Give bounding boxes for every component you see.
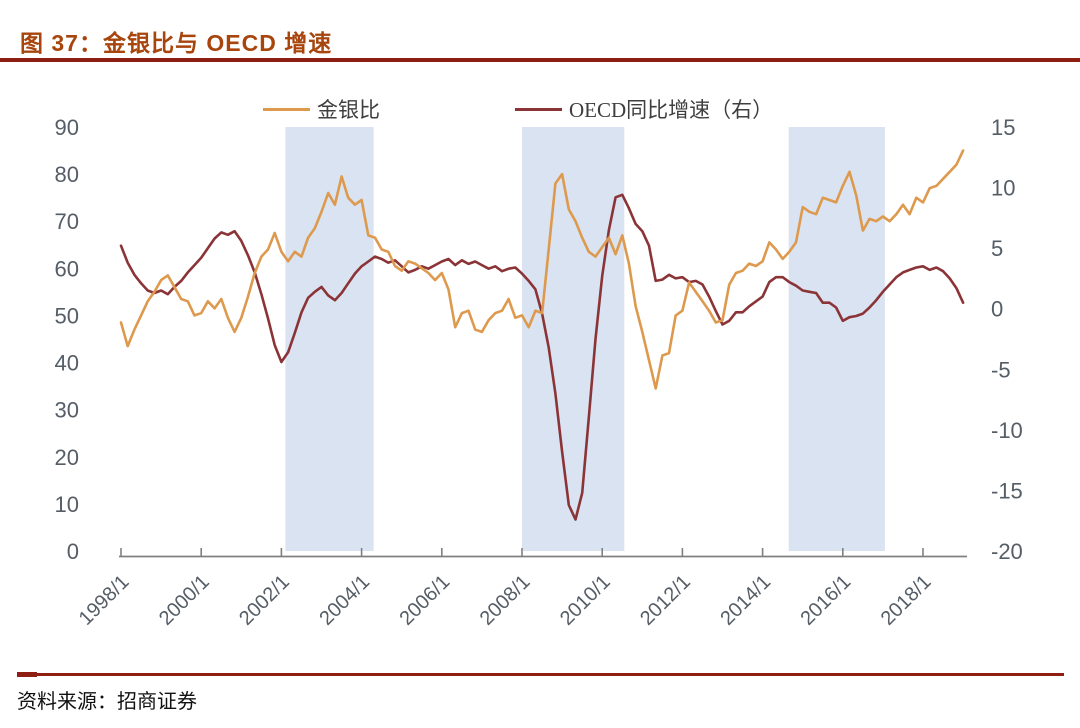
right-axis-tick-label: 15 <box>991 115 1015 140</box>
source-rule-nub <box>17 671 37 677</box>
right-axis-tick-label: -5 <box>991 357 1011 382</box>
title-rule <box>0 58 1080 62</box>
chart-legend: 金银比 OECD同比增速（右） <box>263 94 773 124</box>
gold-silver-ratio-line-swatch <box>263 107 310 111</box>
right-axis-tick-label: 5 <box>991 236 1003 261</box>
left-axis-tick-label: 40 <box>55 351 79 376</box>
x-axis-tick-label: 2008/1 <box>476 571 535 630</box>
x-axis-tick-label: 2012/1 <box>636 571 695 630</box>
x-axis-tick-label: 2004/1 <box>315 571 374 630</box>
right-axis-tick-label: -15 <box>991 478 1023 503</box>
x-axis-tick-label: 2016/1 <box>797 571 856 630</box>
x-axis-tick-label: 2018/1 <box>877 571 936 630</box>
left-axis-tick-label: 20 <box>55 445 79 470</box>
right-axis-tick-label: 0 <box>991 297 1003 322</box>
left-axis-tick-label: 50 <box>55 303 79 328</box>
legend-label-oecd-growth: OECD同比增速（右） <box>569 98 774 122</box>
left-axis-tick-label: 30 <box>55 398 79 423</box>
left-axis-tick-label: 80 <box>55 162 79 187</box>
right-axis-tick-label: -10 <box>991 418 1023 443</box>
source-rule <box>17 671 1064 677</box>
left-axis-tick-label: 70 <box>55 209 79 234</box>
x-axis-tick-label: 2010/1 <box>556 571 615 630</box>
left-axis-tick-label: 10 <box>55 492 79 517</box>
left-axis-tick-label: 90 <box>55 115 79 140</box>
legend-item-oecd-growth: OECD同比增速（右） <box>515 94 773 124</box>
source-text: 资料来源：招商证券 <box>17 691 197 713</box>
left-axis-tick-label: 0 <box>67 539 79 564</box>
x-axis-tick-label: 2002/1 <box>235 571 294 630</box>
figure-title: 图 37：金银比与 OECD 增速 <box>20 30 333 56</box>
right-axis-tick-label: -20 <box>991 539 1023 564</box>
oecd-growth-line-swatch <box>515 107 562 111</box>
legend-label-gold-silver-ratio: 金银比 <box>317 98 380 122</box>
legend-item-gold-silver-ratio: 金银比 <box>263 94 380 124</box>
highlight-band <box>285 127 374 551</box>
gold-silver-ratio-line <box>119 149 965 390</box>
highlight-band <box>522 127 625 551</box>
right-axis-tick-label: 10 <box>991 176 1015 201</box>
left-axis-tick-label: 60 <box>55 256 79 281</box>
highlight-band <box>788 127 885 551</box>
x-axis-tick-label: 1998/1 <box>75 571 134 630</box>
x-axis-tick-label: 2000/1 <box>155 571 214 630</box>
x-axis-tick-label: 2006/1 <box>396 571 455 630</box>
x-axis-tick-label: 2014/1 <box>716 571 775 630</box>
